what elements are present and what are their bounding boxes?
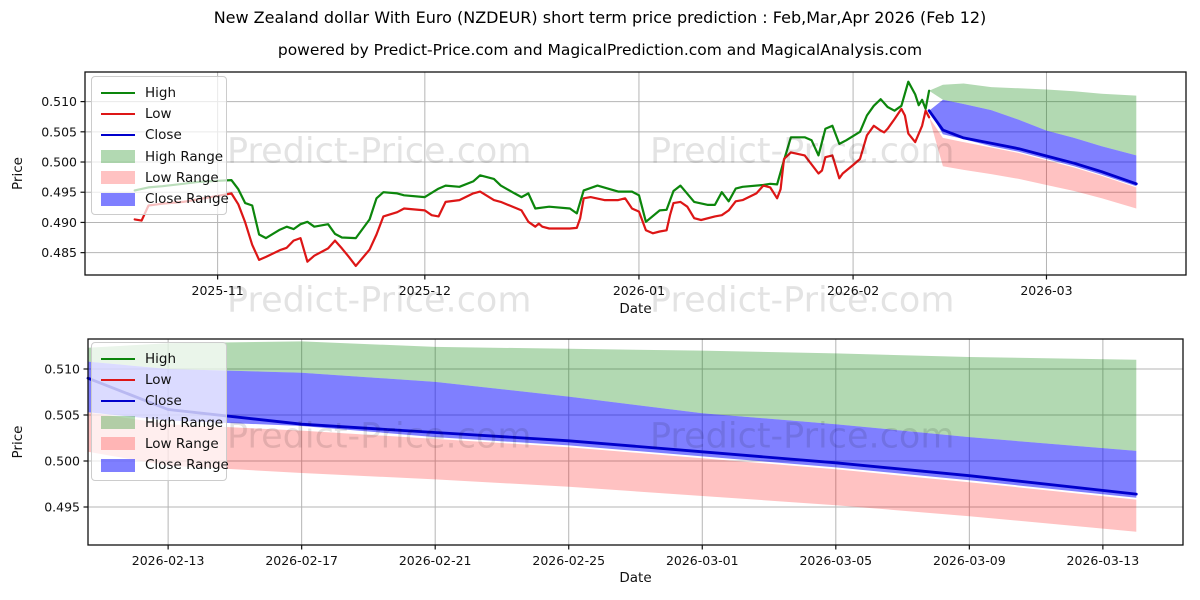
x-tick-label: 2026-02: [827, 283, 879, 298]
chart-subtitle: powered by Predict-Price.com and Magical…: [277, 41, 923, 59]
y-tick-label: 0.500: [44, 453, 80, 468]
close-range-band: [929, 99, 1137, 187]
legend-item: Close Range: [101, 188, 229, 209]
y-tick-label: 0.505: [44, 407, 80, 422]
x-tick-label: 2026-01: [613, 283, 665, 298]
y-tick-label: 0.505: [41, 124, 77, 139]
x-tick-label: 2026-03-13: [1067, 553, 1140, 568]
chart-prediction-zoom: [86, 338, 1184, 546]
legend-item: High Range: [101, 146, 223, 167]
x-tick-label: 2026-02-21: [399, 553, 472, 568]
legend-item-label: High Range: [145, 148, 224, 165]
x-axis-label: Date: [619, 570, 651, 586]
high-range-band: [88, 341, 1137, 451]
close-swatch: [101, 134, 135, 137]
watermark-text: Predict-Price.com: [650, 417, 954, 457]
legend-item: Low Range: [101, 433, 219, 454]
legend-item-label: Close: [145, 127, 182, 144]
legend-item: Low: [101, 103, 217, 124]
legend-item-label: High: [145, 350, 177, 367]
x-tick-label: 2026-02-25: [532, 553, 605, 568]
legend-item-label: Close Range: [145, 457, 229, 474]
chart-title: New Zealand dollar With Euro (NZDEUR) sh…: [213, 8, 987, 27]
low-range-swatch: [101, 171, 135, 185]
x-tick-label: 2026-03-01: [666, 553, 739, 568]
high-swatch: [101, 91, 135, 94]
y-tick-label: 0.490: [41, 215, 77, 230]
legend-item: Low: [101, 369, 217, 390]
watermark-text: Predict-Price.com: [227, 132, 531, 172]
high-line: [133, 80, 931, 240]
high-range-swatch: [101, 416, 135, 430]
x-tick-label: 2026-03-09: [933, 553, 1006, 568]
close-swatch: [101, 400, 135, 403]
watermark-text: Predict-Price.com: [227, 281, 531, 321]
legend-item: Close Range: [101, 454, 229, 475]
x-tick-label: 2025-11: [192, 283, 244, 298]
legend-top-chart: High Low Close High Range Low Range Close Ran…: [91, 76, 229, 215]
legend-item-label: High Range: [145, 414, 224, 431]
legend-item-label: Low Range: [145, 435, 219, 452]
x-axis-label: Date: [619, 301, 651, 317]
high-range-band: [929, 83, 1137, 156]
legend-bottom-chart: High Low Close High Range Low Range Close Ran…: [91, 342, 229, 481]
watermarks-layer: Predict-Price.com Predict-Price.com Predic…: [227, 132, 954, 457]
low-range-band: [88, 412, 1137, 532]
x-tick-label: 2026-03-05: [799, 553, 872, 568]
close-range-band: [88, 361, 1137, 498]
legend-item: Low Range: [101, 167, 219, 188]
legend-item: Close: [101, 125, 217, 146]
y-tick-label: 0.510: [44, 361, 80, 376]
close-range-swatch: [101, 458, 135, 472]
y-axis-label: Price: [10, 426, 26, 459]
low-swatch: [101, 112, 135, 115]
legend-item: High: [101, 82, 217, 103]
y-tick-label: 0.495: [44, 500, 80, 515]
high-swatch: [101, 357, 135, 360]
legend-item-label: Low: [145, 105, 172, 122]
legend-item: High: [101, 348, 217, 369]
x-tick-label: 2026-03: [1020, 283, 1072, 298]
low-line: [133, 107, 931, 267]
axis-text-layer: 2025-11 2025-12 2026-01 2026-02 2026-03 0.510…: [10, 94, 1139, 586]
legend-item: High Range: [101, 412, 223, 433]
legend-item-label: High: [145, 84, 177, 101]
low-range-band: [929, 117, 1137, 209]
legend-item-label: Low Range: [145, 169, 219, 186]
legend-item-label: Close Range: [145, 191, 229, 208]
watermark-text: Predict-Price.com: [650, 281, 954, 321]
y-tick-label: 0.485: [41, 245, 77, 260]
x-tick-label: 2026-02-13: [132, 553, 205, 568]
x-tick-label: 2026-02-17: [265, 553, 338, 568]
legend-item: Close: [101, 391, 217, 412]
x-tick-label: 2025-12: [399, 283, 451, 298]
charts-layer: [84, 71, 1187, 546]
close-range-swatch: [101, 192, 135, 206]
close-line: [927, 109, 1138, 186]
y-axis-label: Price: [10, 157, 26, 190]
chart-history-and-prediction: [84, 71, 1187, 276]
axes-box: [87, 338, 1184, 546]
legend-item-label: Low: [145, 371, 172, 388]
y-tick-label: 0.495: [41, 185, 77, 200]
axes-box: [84, 71, 1187, 276]
high-range-swatch: [101, 150, 135, 164]
watermark-text: Predict-Price.com: [227, 417, 531, 457]
watermark-text: Predict-Price.com: [650, 132, 954, 172]
y-tick-label: 0.500: [41, 155, 77, 170]
low-range-swatch: [101, 437, 135, 451]
y-tick-label: 0.510: [41, 94, 77, 109]
low-swatch: [101, 378, 135, 381]
legend-item-label: Close: [145, 393, 182, 410]
